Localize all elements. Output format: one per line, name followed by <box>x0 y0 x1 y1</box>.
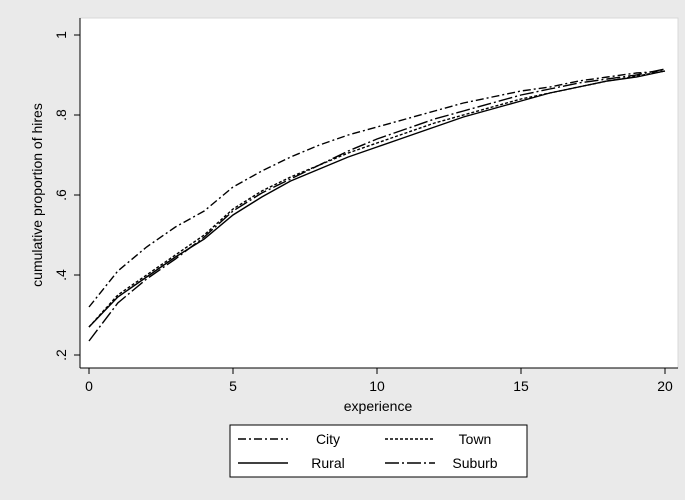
y-tick-label: 1 <box>53 31 69 39</box>
y-tick-label: .6 <box>53 189 69 201</box>
x-tick-label: 10 <box>369 378 385 394</box>
legend <box>229 424 528 478</box>
y-tick-label: .2 <box>53 349 69 361</box>
legend-label: Town <box>459 431 492 447</box>
y-tick-label: .4 <box>53 269 69 281</box>
y-tick-label: .8 <box>53 109 69 121</box>
x-tick-label: 20 <box>657 378 673 394</box>
plot-area <box>79 17 679 369</box>
x-axis-title: experience <box>344 398 413 414</box>
legend-label: Suburb <box>452 455 497 471</box>
x-tick-label: 5 <box>229 378 237 394</box>
series-line <box>88 68 666 342</box>
legend-label: Rural <box>311 455 344 471</box>
legend-label: City <box>316 431 340 447</box>
series-line <box>88 70 666 308</box>
y-axis-title: cumulative proportion of hires <box>29 103 45 287</box>
x-tick-label: 0 <box>85 378 93 394</box>
x-tick-label: 15 <box>513 378 529 394</box>
